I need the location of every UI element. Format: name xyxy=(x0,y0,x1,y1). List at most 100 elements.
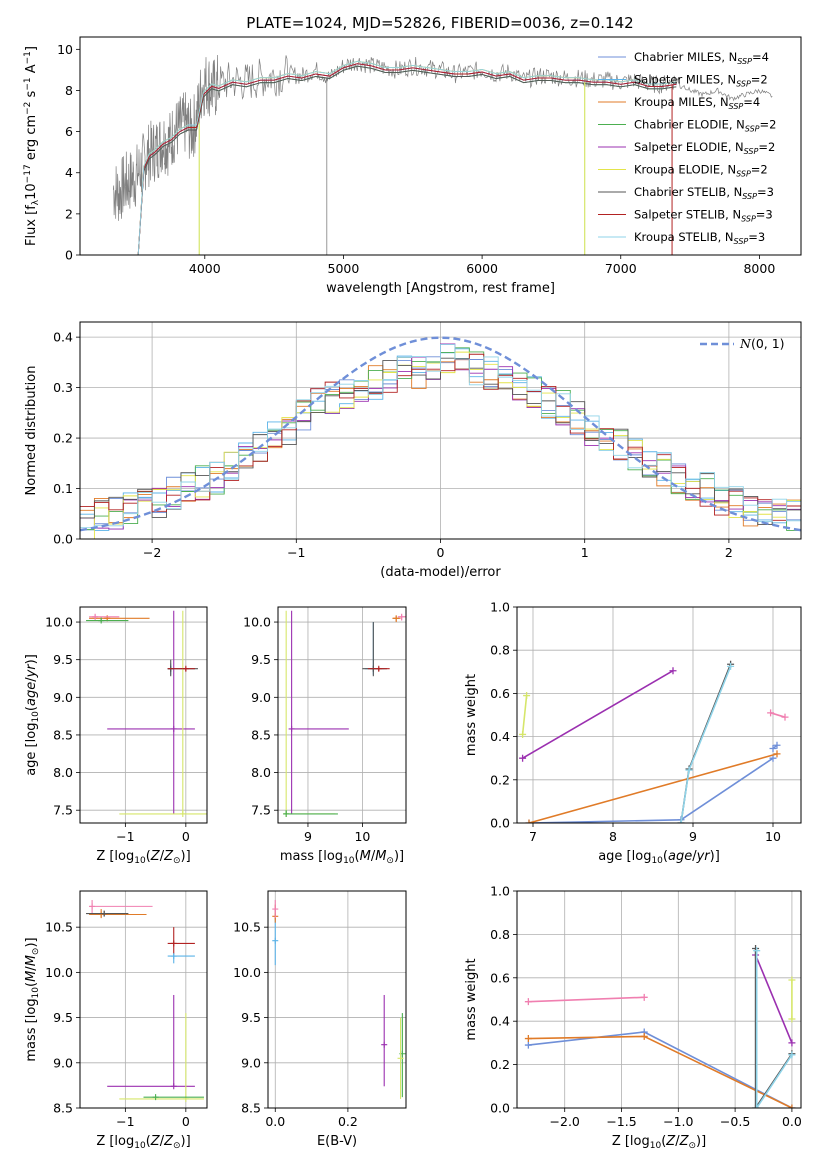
y-tick-label: 0.1 xyxy=(53,481,73,496)
model-spectrum-line xyxy=(137,65,677,255)
x-axis-label: Z [log10(Z/Z⊙)] xyxy=(612,1134,706,1151)
y-axis-label: mass weight xyxy=(464,958,479,1040)
x-axis-label: wavelength [Angstrom, rest frame] xyxy=(326,281,555,296)
weight-point-marker xyxy=(753,947,761,955)
x-tick-label: 2 xyxy=(725,545,733,560)
weight-line xyxy=(528,753,778,823)
axes-frame xyxy=(79,36,802,256)
x-axis-label: (data-model)/error xyxy=(380,565,501,580)
weight-point-marker xyxy=(788,976,796,984)
model-spectrum-line xyxy=(137,60,677,255)
y-tick-label: 8.5 xyxy=(53,727,73,742)
data-point-marker xyxy=(288,725,295,732)
data-point-marker xyxy=(398,613,405,620)
weight-point-marker xyxy=(752,1104,760,1108)
weight-point-marker xyxy=(519,754,527,762)
weight-point-marker xyxy=(525,819,533,823)
x-tick-label: −1 xyxy=(287,545,305,560)
y-tick-label: 9.0 xyxy=(241,1055,261,1070)
weight-point-marker xyxy=(788,1015,796,1023)
x-tick-label: 5000 xyxy=(328,261,360,276)
data-point-marker xyxy=(170,1083,177,1090)
y-tick-label: 9.0 xyxy=(251,690,271,705)
y-tick-label: 0.2 xyxy=(53,431,73,446)
x-tick-label: −2 xyxy=(143,545,161,560)
y-tick-label: 7.5 xyxy=(53,803,73,818)
y-tick-label: 8 xyxy=(65,83,73,98)
y-tick-label: 9.0 xyxy=(53,1055,73,1070)
y-tick-label: 0.4 xyxy=(53,330,73,345)
spectrum-plot-area xyxy=(112,54,773,255)
plot-area xyxy=(519,660,789,823)
y-axis-label: Normed distribution xyxy=(24,366,39,496)
data-point-marker xyxy=(98,911,105,918)
y-axis-label: age [log10(age/yr)] xyxy=(24,654,41,776)
axes-frame xyxy=(277,606,407,824)
weight-vs-age-panel: 7 8 9 10 0.0 0.2 0.4 0.6 0.8 1.0 age [log10(age/yr… xyxy=(464,600,802,866)
y-tick-label: 10.0 xyxy=(233,965,261,980)
plot-area xyxy=(283,610,406,817)
y-axis-label: mass [log10(M/M⊙)] xyxy=(24,937,41,1061)
x-tick-label: 0 xyxy=(437,545,445,560)
weight-point-marker xyxy=(788,1051,796,1059)
legend-label: Chabrier MILES, NSSP=4 xyxy=(634,50,769,66)
data-point-marker xyxy=(89,903,96,910)
plot-area xyxy=(524,945,796,1108)
x-tick-label: 0 xyxy=(182,829,190,844)
axes-frame xyxy=(79,890,208,1109)
x-tick-label: −1 xyxy=(116,1114,134,1129)
x-tick-label: −1.5 xyxy=(606,1114,636,1129)
x-tick-label: 9 xyxy=(304,829,312,844)
weight-line xyxy=(754,954,793,1044)
y-tick-label: 0.8 xyxy=(490,927,510,942)
y-tick-label: 9.5 xyxy=(53,652,73,667)
y-tick-label: 6 xyxy=(65,124,73,139)
spectrum-legend: Chabrier MILES, NSSP=4 Salpeter MILES, NS… xyxy=(598,50,776,246)
age-vs-Z-panel: −1 0 7.5 8.0 8.5 9.0 9.5 10.0 Z [log10(Z/Z⊙)] age… xyxy=(24,606,208,866)
x-tick-label: 10 xyxy=(354,829,370,844)
data-point-marker xyxy=(375,665,382,672)
y-tick-label: 9.5 xyxy=(241,1010,261,1025)
weight-point-marker xyxy=(769,744,777,752)
x-axis-label: age [log10(age/yr)] xyxy=(598,849,720,866)
plot-area xyxy=(272,900,406,1099)
x-tick-label: 0.0 xyxy=(782,1114,802,1129)
y-tick-label: 10.0 xyxy=(243,615,271,630)
age-vs-mass-panel: 9 10 7.5 8.0 8.5 9.0 9.5 10.0 mass [log10(M/M⊙)] xyxy=(243,606,407,866)
axes-frame xyxy=(516,606,802,824)
weight-point-marker xyxy=(781,713,789,721)
axes-frame xyxy=(516,890,802,1109)
weight-point-marker xyxy=(524,998,532,1006)
y-axis-label: Flux [fλ10−17 erg cm−2 s−1 A−1] xyxy=(23,46,41,246)
y-tick-label: 8.5 xyxy=(53,1101,73,1116)
x-tick-label: −0.5 xyxy=(720,1114,750,1129)
weight-point-marker xyxy=(524,1035,532,1043)
y-tick-label: 0.4 xyxy=(490,729,510,744)
weight-point-marker xyxy=(519,730,527,738)
x-axis-label: Z [log10(Z/Z⊙)] xyxy=(96,849,190,866)
y-tick-label: 1.0 xyxy=(490,884,510,899)
y-tick-label: 0.0 xyxy=(490,1101,510,1116)
x-tick-label: 1 xyxy=(581,545,589,560)
y-tick-label: 10 xyxy=(57,42,73,57)
y-tick-label: 0.0 xyxy=(490,816,510,831)
data-point-marker xyxy=(152,1094,159,1101)
weight-line xyxy=(680,666,732,823)
plot-area xyxy=(86,900,204,1102)
y-tick-label: 0.4 xyxy=(490,1014,510,1029)
weight-line xyxy=(528,996,645,1003)
x-axis-label: E(B-V) xyxy=(317,1134,357,1149)
x-tick-label: −2.0 xyxy=(550,1114,580,1129)
y-tick-label: 9.5 xyxy=(53,1010,73,1025)
y-tick-label: 0 xyxy=(65,248,73,263)
x-tick-label: 0.0 xyxy=(265,1114,285,1129)
y-tick-label: 8.5 xyxy=(251,727,271,742)
weight-line xyxy=(755,950,793,1108)
x-tick-label: 0 xyxy=(182,1114,190,1129)
x-axis-label: mass [log10(M/M⊙)] xyxy=(280,849,404,866)
y-tick-label: 0.3 xyxy=(53,380,73,395)
residuals-plot-area xyxy=(80,336,801,539)
data-point-marker xyxy=(182,665,189,672)
data-point-marker xyxy=(272,937,279,944)
y-axis-label: mass weight xyxy=(464,674,479,756)
